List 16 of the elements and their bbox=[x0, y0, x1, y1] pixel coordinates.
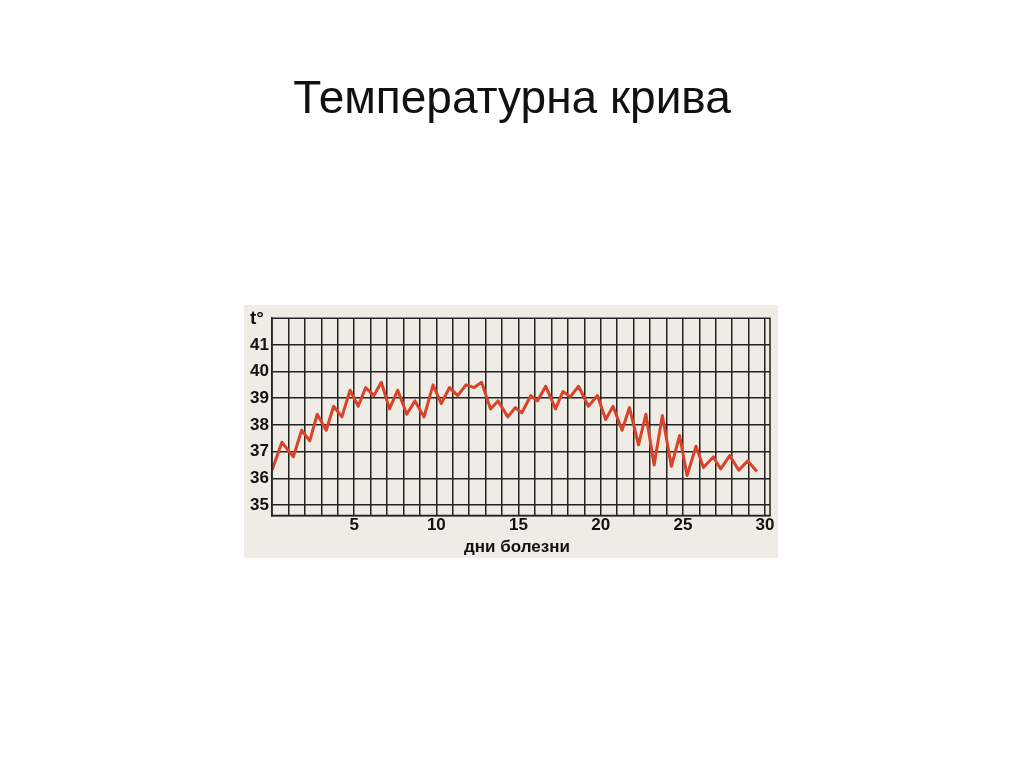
y-tick-label: 38 bbox=[250, 414, 269, 434]
x-tick-label: 20 bbox=[591, 515, 611, 535]
y-tick-label: 40 bbox=[250, 361, 269, 381]
x-tick-label: 25 bbox=[673, 515, 693, 535]
x-tick-label: 15 bbox=[509, 515, 528, 535]
y-tick-label: 39 bbox=[250, 387, 269, 407]
y-tick-label: 37 bbox=[250, 441, 269, 461]
y-tick-label: 41 bbox=[250, 334, 269, 354]
y-axis-title: t° bbox=[250, 307, 264, 329]
y-tick-label: 35 bbox=[250, 494, 269, 514]
x-tick-label: 10 bbox=[426, 515, 446, 535]
y-tick-label: 36 bbox=[250, 467, 269, 487]
x-tick-label: 5 bbox=[349, 515, 359, 535]
x-axis-title: дни болезни bbox=[463, 537, 571, 557]
chart-title: Температурна крива bbox=[292, 70, 732, 124]
x-tick-label: 30 bbox=[755, 515, 775, 535]
